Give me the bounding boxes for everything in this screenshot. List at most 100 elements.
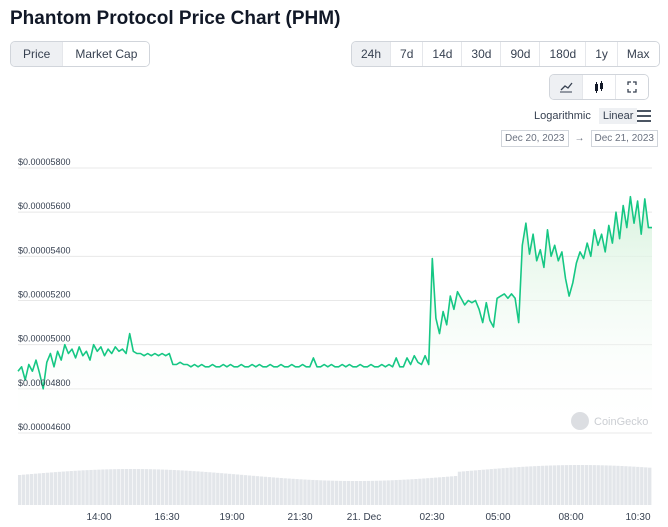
range-180d[interactable]: 180d — [540, 42, 587, 66]
volume-bar — [354, 480, 359, 505]
volume-bar — [21, 474, 26, 505]
volume-bar — [449, 476, 454, 505]
volume-bar — [299, 479, 303, 505]
volume-bar — [648, 467, 652, 505]
scale-linear[interactable]: Linear — [598, 108, 638, 124]
y-tick-label: $0.00004600 — [18, 422, 71, 432]
volume-bar — [335, 480, 339, 505]
volume-bar — [505, 467, 509, 505]
volume-bar — [29, 474, 34, 505]
volume-bar — [164, 469, 168, 505]
volume-bar — [572, 465, 577, 505]
volume-bar — [160, 469, 165, 505]
range-90d[interactable]: 90d — [501, 42, 541, 66]
volume-bar — [216, 472, 220, 505]
volume-bar — [604, 465, 608, 505]
volume-bar — [192, 471, 196, 505]
line-chart-icon — [560, 82, 573, 93]
volume-bar — [287, 478, 291, 505]
menu-icon[interactable] — [637, 110, 651, 125]
date-to-input[interactable]: Dec 21, 2023 — [590, 130, 658, 147]
x-tick-label: 21. Dec — [347, 512, 381, 523]
volume-bar — [584, 465, 588, 505]
volume-bar — [200, 471, 204, 505]
volume-bar — [461, 471, 466, 505]
coingecko-logo-icon — [571, 412, 589, 430]
volume-bar — [303, 479, 307, 505]
range-max[interactable]: Max — [617, 42, 659, 66]
volume-bar — [307, 479, 311, 505]
volume-bar — [489, 469, 493, 505]
volume-bar — [53, 472, 58, 505]
volume-bar — [243, 475, 248, 505]
tab-market-cap[interactable]: Market Cap — [63, 42, 150, 66]
volume-bar — [390, 480, 394, 505]
volume-bar — [342, 480, 347, 505]
volume-bar — [548, 465, 553, 505]
volume-bar — [69, 471, 73, 505]
volume-bar — [430, 477, 434, 505]
volume-bar — [168, 469, 172, 505]
chart-type-tabs: Price Market Cap — [10, 41, 151, 67]
volume-bar — [346, 480, 351, 505]
volume-bar — [469, 470, 474, 505]
volume-bar — [382, 480, 386, 505]
volume-bar — [596, 465, 600, 505]
date-range: Dec 20, 2023 → Dec 21, 2023 — [501, 130, 658, 147]
date-range-arrow: → — [574, 133, 585, 144]
tab-price[interactable]: Price — [11, 42, 64, 66]
volume-bar — [402, 479, 406, 505]
candlestick-button[interactable] — [583, 75, 616, 99]
scale-toggle: Logarithmic Linear — [530, 108, 638, 124]
volume-bar — [57, 471, 61, 505]
volume-bar — [89, 469, 93, 505]
volume-bar — [441, 476, 446, 505]
y-tick-label: $0.00005000 — [18, 334, 71, 344]
volume-bar — [509, 467, 513, 505]
volume-bar — [323, 480, 327, 505]
volume-bar — [33, 473, 38, 505]
time-range-selector: 24h 7d 14d 30d 90d 180d 1y Max — [351, 41, 660, 67]
coingecko-watermark: CoinGecko — [571, 412, 648, 430]
volume-bar — [394, 480, 398, 505]
volume-bar — [370, 480, 375, 505]
fullscreen-button[interactable] — [616, 75, 648, 99]
volume-bar — [525, 466, 529, 505]
volume-bar — [45, 472, 50, 505]
volume-bar — [608, 465, 612, 505]
volume-bar — [564, 465, 569, 505]
volume-bar — [414, 478, 418, 505]
range-24h[interactable]: 24h — [352, 42, 392, 66]
volume-bar — [545, 465, 549, 505]
y-tick-label: $0.00005200 — [18, 290, 71, 300]
volume-bar — [180, 470, 184, 505]
volume-bar — [109, 469, 113, 505]
volume-bar — [537, 465, 541, 505]
volume-bar — [628, 466, 632, 505]
range-7d[interactable]: 7d — [391, 42, 424, 66]
volume-bar — [445, 476, 450, 505]
volume-bar — [477, 470, 482, 505]
volume-bar — [398, 479, 402, 505]
volume-bar — [41, 473, 46, 505]
volume-bar — [493, 468, 497, 505]
scale-logarithmic[interactable]: Logarithmic — [534, 110, 591, 122]
volume-bar — [580, 465, 585, 505]
line-chart-button[interactable] — [550, 75, 583, 99]
volume-bar — [97, 469, 101, 505]
volume-bar — [418, 478, 422, 505]
volume-bar — [156, 469, 161, 505]
range-1y[interactable]: 1y — [586, 42, 618, 66]
volume-bar — [600, 465, 604, 505]
date-from-input[interactable]: Dec 20, 2023 — [501, 130, 569, 147]
volume-bar — [529, 466, 533, 505]
range-30d[interactable]: 30d — [462, 42, 502, 66]
y-tick-label: $0.00004800 — [18, 378, 71, 388]
x-tick-label: 10:30 — [625, 512, 650, 523]
range-14d[interactable]: 14d — [423, 42, 463, 66]
volume-bar — [196, 471, 200, 505]
y-tick-label: $0.00005600 — [18, 201, 71, 211]
volume-bar — [77, 470, 81, 505]
volume-bar — [279, 478, 283, 505]
candlestick-icon — [595, 81, 603, 93]
